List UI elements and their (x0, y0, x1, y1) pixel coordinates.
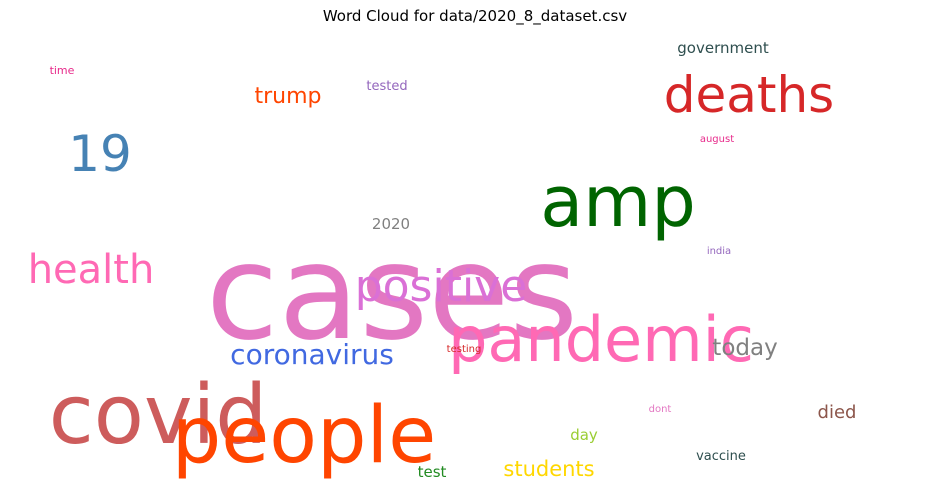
word-vaccine: vaccine (696, 449, 746, 464)
word-cases: cases (206, 216, 578, 370)
word-health: health (28, 247, 155, 293)
word-august: august (700, 134, 734, 145)
word-19: 19 (68, 125, 132, 183)
word-day: day (570, 426, 598, 444)
word-deaths: deaths (664, 66, 834, 124)
word-today: today (712, 335, 777, 361)
word-positive: positive (355, 261, 528, 312)
word-trump: trump (254, 84, 321, 109)
word-students: students (503, 457, 594, 481)
word-government: government (677, 39, 769, 57)
word-test: test (418, 463, 447, 481)
word-pandemic: pandemic (448, 303, 754, 376)
word-coronavirus: coronavirus (230, 338, 394, 371)
word-tested: tested (366, 79, 407, 94)
word-amp: amp (540, 161, 696, 243)
word-2020: 2020 (372, 215, 410, 233)
word-covid: covid (49, 368, 268, 463)
word-india: india (707, 246, 731, 257)
chart-title: Word Cloud for data/2020_8_dataset.csv (322, 7, 628, 25)
word-dont: dont (649, 404, 672, 415)
word-died: died (818, 402, 857, 423)
word-time: time (50, 64, 75, 77)
word-testing: testing (447, 344, 482, 355)
word-people: people (172, 391, 436, 481)
